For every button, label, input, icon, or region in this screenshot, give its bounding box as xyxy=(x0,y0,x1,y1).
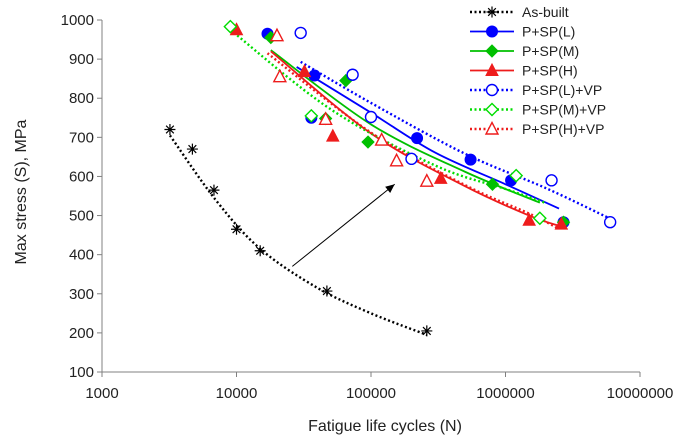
trend-line-6 xyxy=(266,52,560,230)
axes: 100 200 300 400 500 600 700 800 900 1000 1000 10000… xyxy=(61,12,674,402)
data-point-s6-p4 xyxy=(389,152,404,167)
data-point-s5-p0 xyxy=(223,19,238,34)
y-tick-label: 500 xyxy=(69,208,94,225)
data-point-s1-p4 xyxy=(464,153,477,166)
legend-label-6: P+SP(H)+VP xyxy=(522,121,604,137)
data-point-s4-p2 xyxy=(364,110,378,124)
legend-label-0: As-built xyxy=(522,4,569,20)
y-tick-label: 400 xyxy=(69,247,94,264)
x-tick-label: 1000 xyxy=(85,385,118,402)
data-point-s4-p3 xyxy=(405,152,418,166)
legend-marker-2 xyxy=(485,44,499,58)
data-point-s6-p5 xyxy=(419,173,434,187)
y-tick-label: 600 xyxy=(69,168,94,185)
trend-line-2 xyxy=(270,49,541,204)
data-point-s2-p3 xyxy=(361,135,375,149)
data-point-s2-p4 xyxy=(485,177,500,191)
data-point-s5-p1 xyxy=(304,108,319,123)
data-point-s6-p3 xyxy=(374,132,389,146)
y-tick-label: 900 xyxy=(69,51,94,68)
data-point-s1-p3 xyxy=(411,132,424,145)
y-tick-label: 300 xyxy=(69,286,94,303)
data-point-s0-p4 xyxy=(254,245,266,257)
legend-marker-4 xyxy=(485,83,499,97)
data-point-s4-p5 xyxy=(603,216,617,229)
legend-marker-3 xyxy=(485,62,499,76)
trend-line-0 xyxy=(168,134,428,336)
data-markers xyxy=(164,19,617,337)
y-tick-label: 100 xyxy=(69,364,94,381)
arrow-shaft-0 xyxy=(292,183,395,267)
data-point-s6-p1 xyxy=(272,68,287,83)
data-point-s4-p1 xyxy=(346,68,359,81)
data-point-s6-p0 xyxy=(269,27,285,42)
data-point-s5-p3 xyxy=(532,211,547,226)
data-point-s0-p1 xyxy=(186,143,198,155)
data-point-s3-p3 xyxy=(325,128,340,142)
legend-marker-5 xyxy=(485,102,499,117)
x-tick-label: 10000 xyxy=(216,385,258,402)
data-point-s3-p6 xyxy=(554,216,569,230)
legend: As-built P+SP(L) P+SP(M) P+SP(H) P+SP(L)+VP P… xyxy=(470,4,606,137)
data-point-s0-p5 xyxy=(321,285,333,297)
data-point-s5-p2 xyxy=(509,168,524,183)
x-tick-label: 1000000 xyxy=(476,385,534,402)
y-tick-label: 200 xyxy=(69,325,94,342)
legend-label-5: P+SP(M)+VP xyxy=(522,102,606,118)
legend-label-3: P+SP(H) xyxy=(522,63,578,79)
x-axis-title: Fatigue life cycles (N) xyxy=(308,418,462,435)
x-tick-label: 100000 xyxy=(346,385,396,402)
legend-marker-0 xyxy=(486,6,498,18)
data-point-s0-p2 xyxy=(208,184,220,196)
data-point-s3-p5 xyxy=(522,212,537,226)
trend-line-5 xyxy=(229,28,547,205)
x-tick-label: 10000000 xyxy=(607,385,674,402)
data-point-s3-p1 xyxy=(297,64,312,78)
y-tick-label: 700 xyxy=(69,129,94,146)
legend-label-4: P+SP(L)+VP xyxy=(522,82,602,98)
arrow-head-0 xyxy=(385,184,395,194)
data-point-s4-p4 xyxy=(545,174,558,187)
y-axis-title: Max stress (S), MPa xyxy=(13,119,30,264)
trend-line-1 xyxy=(296,66,560,210)
data-point-s0-p3 xyxy=(231,223,242,235)
data-point-s0-p6 xyxy=(421,325,433,337)
data-point-s3-p4 xyxy=(433,170,448,184)
y-tick-label: 800 xyxy=(69,90,94,107)
annotations xyxy=(292,183,395,267)
data-point-s0-p0 xyxy=(164,124,176,136)
legend-label-2: P+SP(M) xyxy=(522,43,579,59)
legend-marker-6 xyxy=(484,120,500,135)
y-tick-label: 1000 xyxy=(61,12,94,29)
data-point-s6-p2 xyxy=(318,111,333,126)
data-point-s4-p0 xyxy=(294,26,307,40)
legend-marker-1 xyxy=(486,25,498,38)
data-point-s1-p1 xyxy=(308,69,321,82)
legend-label-1: P+SP(L) xyxy=(522,24,575,40)
